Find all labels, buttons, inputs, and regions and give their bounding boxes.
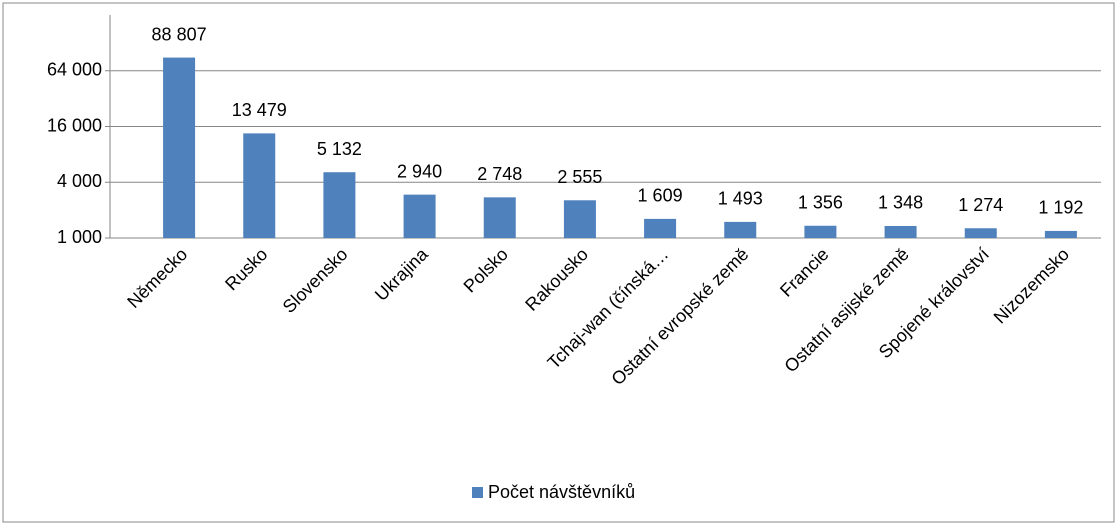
bar <box>964 228 997 238</box>
y-tick-label: 1 000 <box>57 227 102 247</box>
bar <box>804 225 837 238</box>
data-label: 88 807 <box>152 24 207 44</box>
data-label: 1 493 <box>718 189 763 209</box>
bar <box>163 57 196 238</box>
y-tick-label: 16 000 <box>47 115 102 135</box>
y-tick-label: 4 000 <box>57 171 102 191</box>
bar <box>403 194 436 238</box>
legend-label: Počet návštěvníků <box>488 482 635 502</box>
bar <box>1044 230 1077 238</box>
data-label: 1 192 <box>1038 198 1083 218</box>
bar <box>644 218 677 238</box>
bar <box>884 225 917 238</box>
data-label: 2 940 <box>397 161 442 181</box>
bar <box>483 197 516 238</box>
data-label: 1 274 <box>958 195 1003 215</box>
legend-swatch <box>472 487 483 498</box>
data-label: 13 479 <box>232 100 287 120</box>
y-tick-label: 64 000 <box>47 60 102 80</box>
data-label: 1 356 <box>798 193 843 213</box>
data-label: 2 555 <box>557 167 602 187</box>
bar <box>243 133 276 238</box>
bar <box>563 200 596 238</box>
bar <box>724 221 757 238</box>
data-label: 1 348 <box>878 193 923 213</box>
bar <box>323 172 356 238</box>
data-label: 2 748 <box>477 164 522 184</box>
data-label: 5 132 <box>317 139 362 159</box>
data-label: 1 609 <box>638 186 683 206</box>
